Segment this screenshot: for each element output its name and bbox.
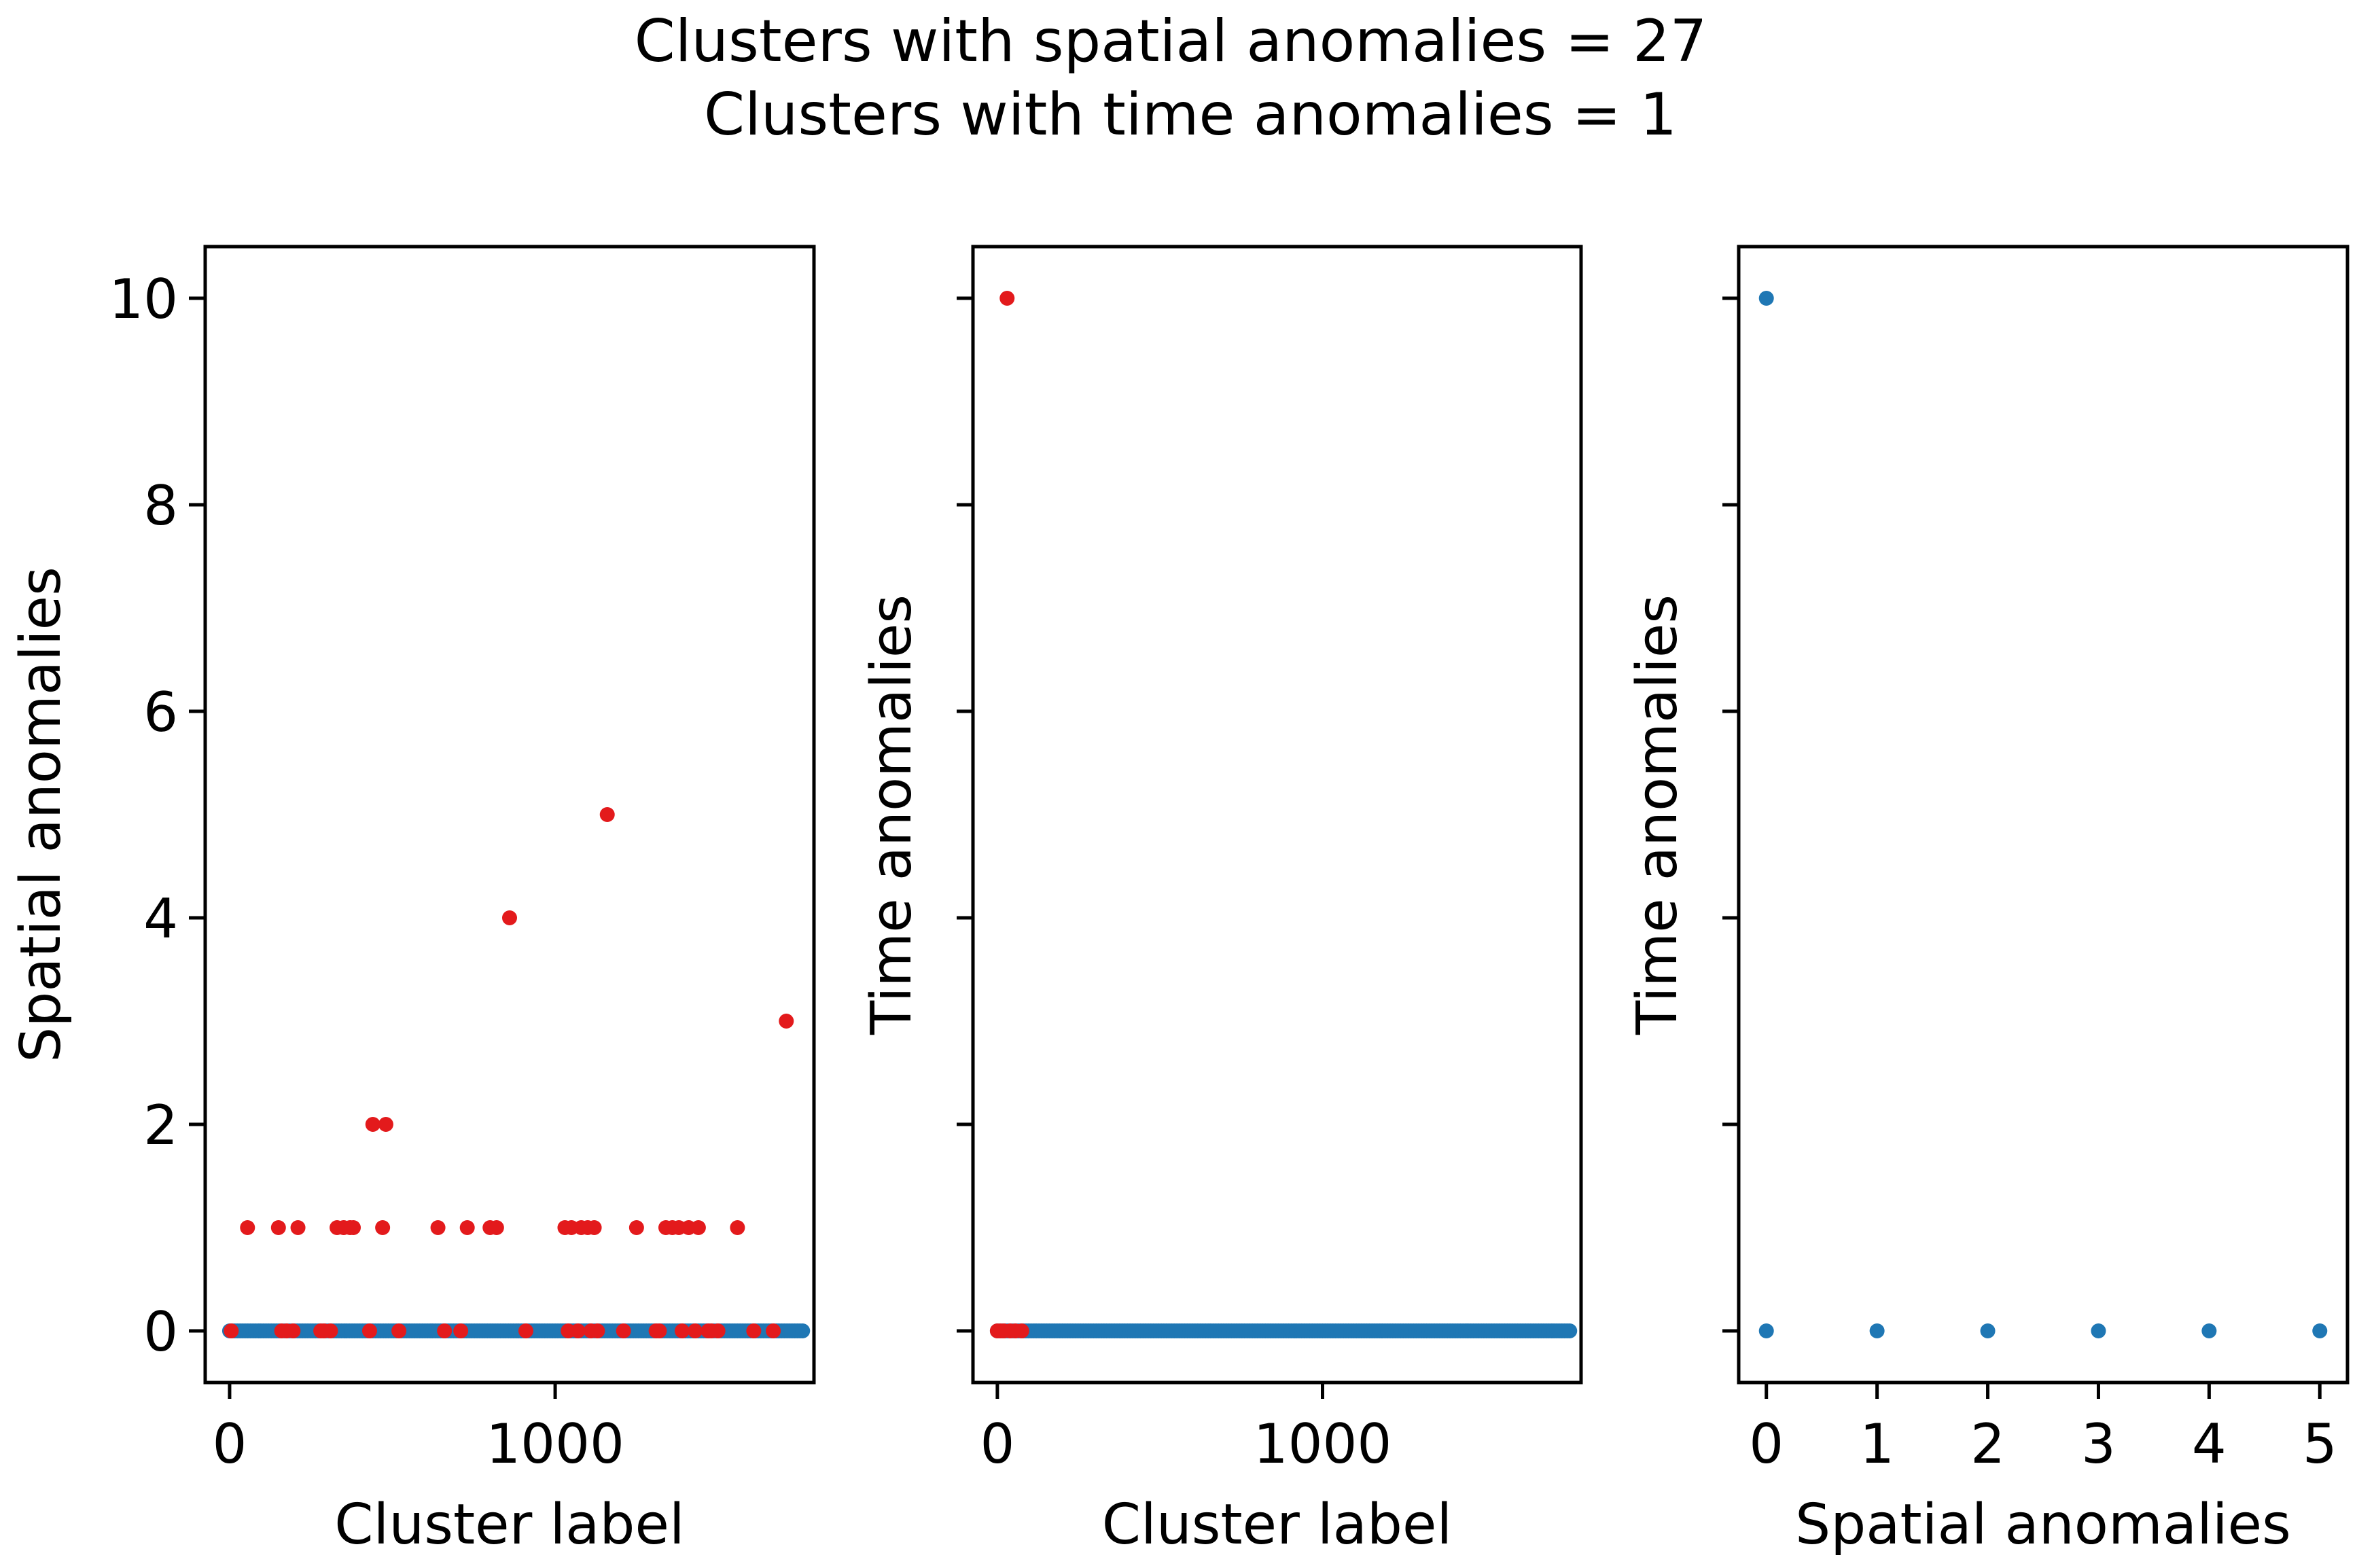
figure-title-line2: Clusters with time anomalies = 1 (704, 81, 1677, 149)
y-tick-label: 6 (143, 681, 178, 744)
anomaly-point (688, 1323, 703, 1338)
anomaly-point (779, 1014, 794, 1029)
anomaly-point (459, 1220, 475, 1235)
x-tick-label: 2 (1970, 1412, 2005, 1476)
figure-title-line1: Clusters with spatial anomalies = 27 (635, 7, 1707, 75)
x-tick-label: 5 (2303, 1412, 2337, 1476)
axes-frame (203, 245, 816, 1385)
anomaly-point (502, 910, 517, 925)
normal-point (795, 1323, 811, 1338)
y-tick-label: 0 (143, 1300, 178, 1364)
data-point (1869, 1323, 1885, 1338)
anomaly-point (766, 1323, 781, 1338)
anomaly-point (375, 1220, 391, 1235)
y-tick-label: 10 (109, 268, 178, 331)
anomaly-point (285, 1323, 301, 1338)
y-axis-label: Time anomalies (859, 594, 924, 1035)
anomaly-point (730, 1220, 745, 1235)
y-axis-label: Time anomalies (1625, 594, 1690, 1035)
anomaly-point (616, 1323, 631, 1338)
data-point (1980, 1323, 1996, 1338)
x-axis-label: Cluster label (334, 1493, 684, 1557)
x-tick-label: 0 (212, 1412, 247, 1476)
anomaly-point (224, 1323, 239, 1338)
anomaly-point (290, 1220, 306, 1235)
x-tick-label: 4 (2192, 1412, 2227, 1476)
anomaly-point (270, 1220, 286, 1235)
anomaly-point (599, 807, 615, 822)
anomaly-point (323, 1323, 338, 1338)
x-tick-label: 0 (1749, 1412, 1784, 1476)
anomaly-point (430, 1220, 446, 1235)
anomaly-point (346, 1220, 361, 1235)
anomaly-point (378, 1117, 393, 1132)
anomaly-point (365, 1117, 380, 1132)
y-tick-label: 8 (143, 474, 178, 537)
anomaly-point (1014, 1323, 1029, 1338)
x-axis-label: Cluster label (1102, 1493, 1452, 1557)
axes-frame (1737, 245, 2350, 1385)
anomaly-point (518, 1323, 533, 1338)
subplot-2: 0 1000 Cluster label Time anomalies (859, 245, 1583, 1557)
anomaly-point (240, 1220, 255, 1235)
x-tick-label: 0 (980, 1412, 1014, 1476)
normal-points-2 (989, 1323, 1578, 1338)
data-point (1758, 291, 1774, 306)
anomaly-point (674, 1323, 690, 1338)
y-tick-label: 2 (143, 1094, 178, 1157)
anomaly-point (437, 1323, 453, 1338)
anomaly-point (628, 1220, 644, 1235)
anomaly-point (590, 1323, 605, 1338)
x-axis-label: Spatial anomalies (1795, 1493, 2291, 1557)
axes-frame (971, 245, 1583, 1385)
data-point (2312, 1323, 2328, 1338)
points-3 (1758, 291, 2328, 1338)
anomaly-point (361, 1323, 377, 1338)
x-tick-label: 1000 (1254, 1412, 1392, 1476)
data-point (2201, 1323, 2217, 1338)
anomaly-point (453, 1323, 469, 1338)
anomaly-point (586, 1220, 602, 1235)
x-tick-label: 1000 (486, 1412, 624, 1476)
anomaly-point (746, 1323, 762, 1338)
anomaly-point (999, 291, 1015, 306)
anomaly-point (690, 1220, 706, 1235)
anomaly-points-2 (989, 291, 1029, 1338)
data-point (1758, 1323, 1774, 1338)
x-tick-label: 3 (2081, 1412, 2116, 1476)
subplot-1: 0 2 4 6 8 10 0 1000 Cluster label Spatial anomali… (9, 245, 816, 1557)
anomaly-point (391, 1323, 407, 1338)
y-axis-label: Spatial anomalies (9, 567, 73, 1063)
anomaly-point (710, 1323, 726, 1338)
data-point (2091, 1323, 2106, 1338)
y-tick-label: 4 (143, 887, 178, 950)
anomaly-point (489, 1220, 504, 1235)
anomaly-point (652, 1323, 667, 1338)
anomaly-point (570, 1323, 586, 1338)
x-tick-label: 1 (1860, 1412, 1894, 1476)
anomaly-points-1 (224, 807, 794, 1338)
normal-point (1562, 1323, 1578, 1338)
